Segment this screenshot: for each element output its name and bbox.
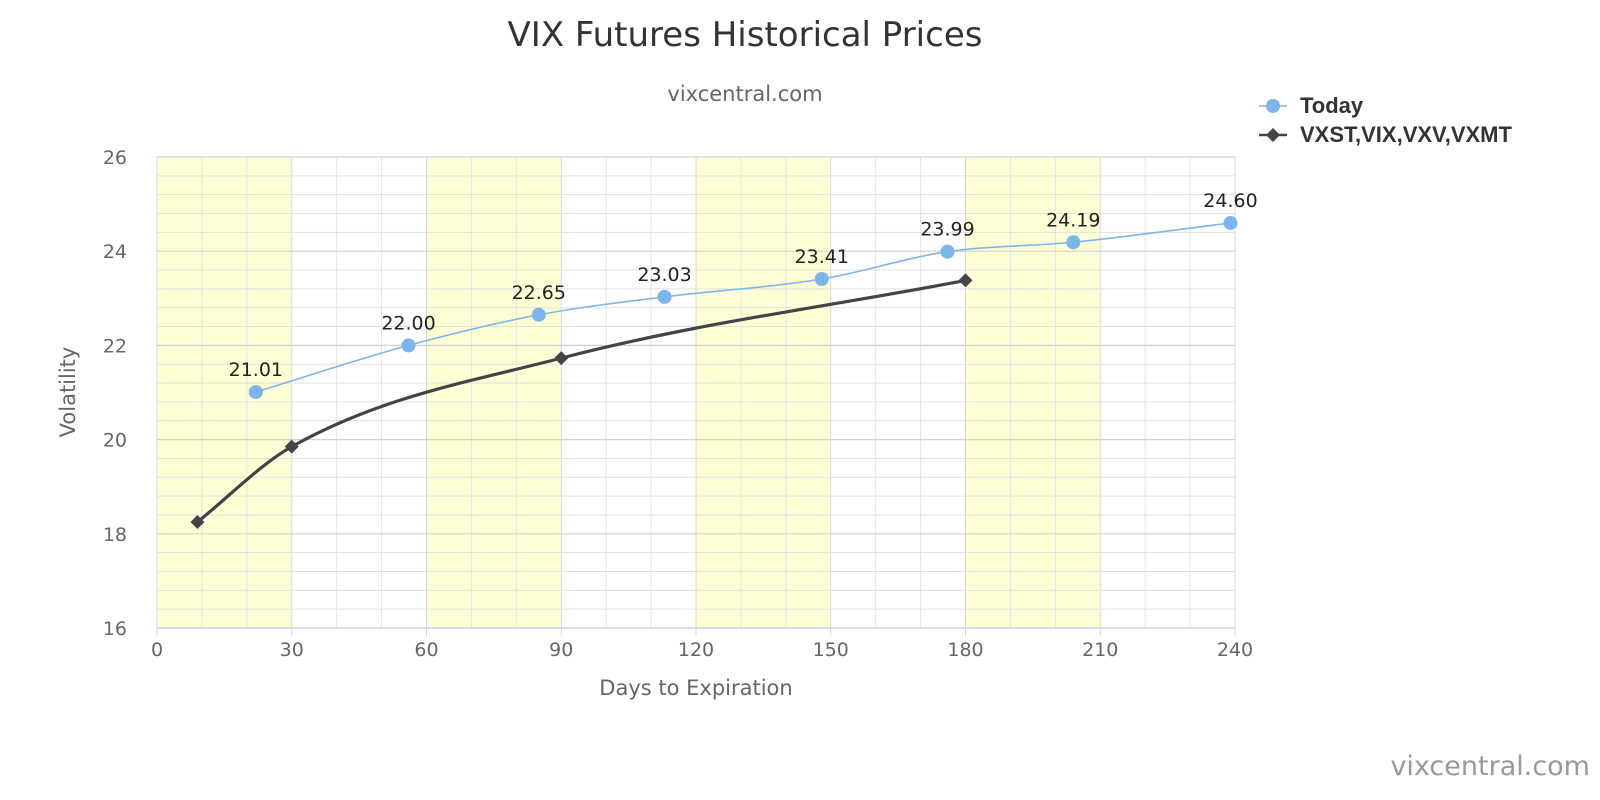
legend: Today VXST,VIX,VXV,VXMT (1259, 93, 1512, 147)
y-tick-label: 22 (103, 335, 127, 357)
series-line (196, 278, 966, 524)
shaded-bands (157, 157, 1101, 628)
x-tick-label: 180 (947, 639, 983, 661)
data-label: 23.99 (920, 219, 974, 241)
shaded-band (426, 157, 562, 628)
chart-subtitle: vixcentral.com (667, 82, 822, 106)
y-tick-label: 18 (103, 524, 127, 546)
axes: 0 30 60 90 120 150 180 210 240 16 18 20 22 24 26 (103, 147, 1253, 661)
data-label: 21.01 (229, 359, 283, 381)
y-axis-title: Volatility (56, 347, 80, 438)
data-point[interactable] (401, 338, 416, 353)
legend-circle-marker (1266, 99, 1280, 113)
credit-text[interactable]: vixcentral.com (1390, 751, 1590, 782)
data-point[interactable] (657, 289, 672, 304)
data-point[interactable] (531, 307, 546, 322)
data-point[interactable] (1066, 235, 1081, 250)
data-label: 23.03 (637, 264, 691, 286)
data-point[interactable] (248, 385, 263, 400)
x-tick-label: 0 (151, 639, 163, 661)
x-tick-label: 210 (1082, 639, 1118, 661)
data-label: 24.19 (1046, 209, 1100, 231)
series-layer: 21.01 22.00 22.65 23.03 23.41 23.99 24.19 24.60 (190, 190, 1258, 530)
legend-item-vxst-vix-vxv-vxmt[interactable]: VXST,VIX,VXV,VXMT (1259, 122, 1512, 147)
y-tick-label: 16 (103, 618, 127, 640)
shaded-band (965, 157, 1101, 628)
x-tick-label: 150 (813, 639, 849, 661)
shaded-band (696, 157, 831, 628)
data-point[interactable] (1223, 215, 1238, 230)
shaded-band (157, 157, 292, 628)
x-tick-label: 30 (280, 639, 304, 661)
data-point[interactable] (554, 351, 569, 366)
x-tick-label: 240 (1217, 639, 1253, 661)
data-label: 22.00 (381, 312, 435, 334)
data-point[interactable] (814, 271, 829, 286)
legend-diamond-marker (1266, 128, 1280, 142)
y-tick-label: 26 (103, 147, 127, 169)
data-point[interactable] (190, 515, 205, 530)
x-tick-label: 120 (678, 639, 714, 661)
data-label: 23.41 (795, 246, 849, 268)
data-label: 22.65 (512, 282, 566, 304)
data-point[interactable] (958, 273, 973, 288)
y-tick-label: 24 (103, 241, 127, 263)
series-vxst-vix-vxv-vxmt (190, 273, 973, 530)
x-tick-label: 60 (414, 639, 438, 661)
series-line (255, 222, 1231, 393)
data-point[interactable] (284, 439, 299, 454)
y-tick-label: 20 (103, 430, 127, 452)
x-axis-title: Days to Expiration (599, 676, 792, 700)
data-label: 24.60 (1203, 190, 1257, 212)
legend-label-vxst-vix-vxv-vxmt: VXST,VIX,VXV,VXMT (1300, 122, 1512, 147)
legend-item-today[interactable]: Today (1259, 93, 1364, 118)
legend-label-today: Today (1300, 93, 1364, 118)
data-point[interactable] (940, 244, 955, 259)
series-today: 21.01 22.00 22.65 23.03 23.41 23.99 24.19 24.60 (229, 190, 1258, 400)
x-tick-label: 90 (549, 639, 573, 661)
chart-title: VIX Futures Historical Prices (508, 15, 983, 55)
